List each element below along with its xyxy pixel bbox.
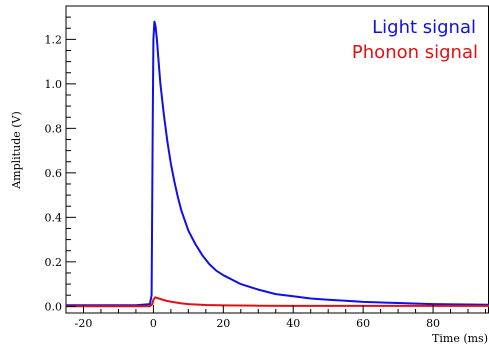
x-tick-label: 20 xyxy=(216,317,230,330)
y-tick-label: 0.0 xyxy=(45,300,63,313)
x-axis-label: Time (ms) xyxy=(432,332,488,345)
legend-entry-phonon-signal: Phonon signal xyxy=(352,42,478,63)
x-tick-label: 0 xyxy=(150,317,157,330)
y-tick-label: 0.8 xyxy=(45,122,63,135)
y-tick-label: 0.4 xyxy=(45,211,63,224)
legend-entry-light-signal: Light signal xyxy=(372,17,476,38)
x-tick-label: 40 xyxy=(286,317,300,330)
x-tick-label: -20 xyxy=(75,317,93,330)
series-line-light-signal xyxy=(66,20,489,307)
x-tick-label: 80 xyxy=(426,317,440,330)
x-tick-label: 60 xyxy=(356,317,370,330)
y-tick-label: 1.0 xyxy=(45,78,63,91)
y-tick-label: 0.6 xyxy=(45,167,63,180)
y-tick-label: 0.2 xyxy=(45,256,63,269)
y-axis-label: Amplitude (V) xyxy=(10,111,23,190)
y-tick-label: 1.2 xyxy=(45,33,63,46)
